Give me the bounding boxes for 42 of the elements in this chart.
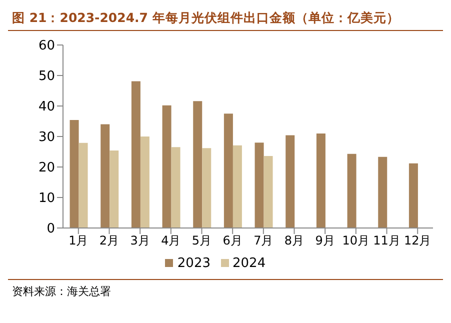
y-tick-label: 30 <box>38 130 55 146</box>
bar <box>254 142 264 228</box>
bar <box>232 145 242 228</box>
y-tick-label: 60 <box>38 38 55 54</box>
bar <box>78 142 88 228</box>
bar <box>131 81 140 228</box>
bar <box>286 135 295 228</box>
y-tick-label: 10 <box>38 191 55 206</box>
bar <box>264 156 273 228</box>
y-tick-label: 50 <box>38 69 55 84</box>
chart-title: 图 21：2023-2024.7 年每月光伏组件出口金额（单位：亿美元） <box>11 9 400 27</box>
bar <box>347 154 356 228</box>
x-tick-label: 6月 <box>222 234 242 248</box>
x-tick-label: 3月 <box>130 234 150 248</box>
bar <box>378 156 388 228</box>
x-tick-label: 9月 <box>315 234 335 248</box>
bar <box>171 147 180 228</box>
x-tick-label: 8月 <box>284 234 304 248</box>
x-tick-label: 7月 <box>254 234 274 248</box>
x-tick-label: 5月 <box>192 234 212 248</box>
y-tick-label: 40 <box>38 100 55 115</box>
bar <box>110 150 119 228</box>
x-tick-label: 12月 <box>404 234 432 248</box>
x-tick-label: 4月 <box>161 234 181 248</box>
bar <box>408 163 418 228</box>
bar <box>162 105 172 228</box>
bar <box>193 101 202 228</box>
y-tick-label: 20 <box>38 160 55 176</box>
x-tick-label: 10月 <box>342 234 370 248</box>
bar <box>140 136 150 228</box>
bar <box>70 120 79 228</box>
x-tick-label: 11月 <box>373 234 400 248</box>
bar <box>100 124 110 228</box>
x-tick-label: 2月 <box>99 234 120 248</box>
bar <box>202 148 212 228</box>
bar <box>316 133 326 228</box>
legend-label: 2024 <box>232 256 266 271</box>
legend-label: 2023 <box>177 256 210 271</box>
x-tick-label: 1月 <box>68 234 88 248</box>
y-tick-label: 0 <box>46 222 55 237</box>
text: 资料来源：海关总署 <box>11 284 112 299</box>
bar <box>224 114 233 228</box>
